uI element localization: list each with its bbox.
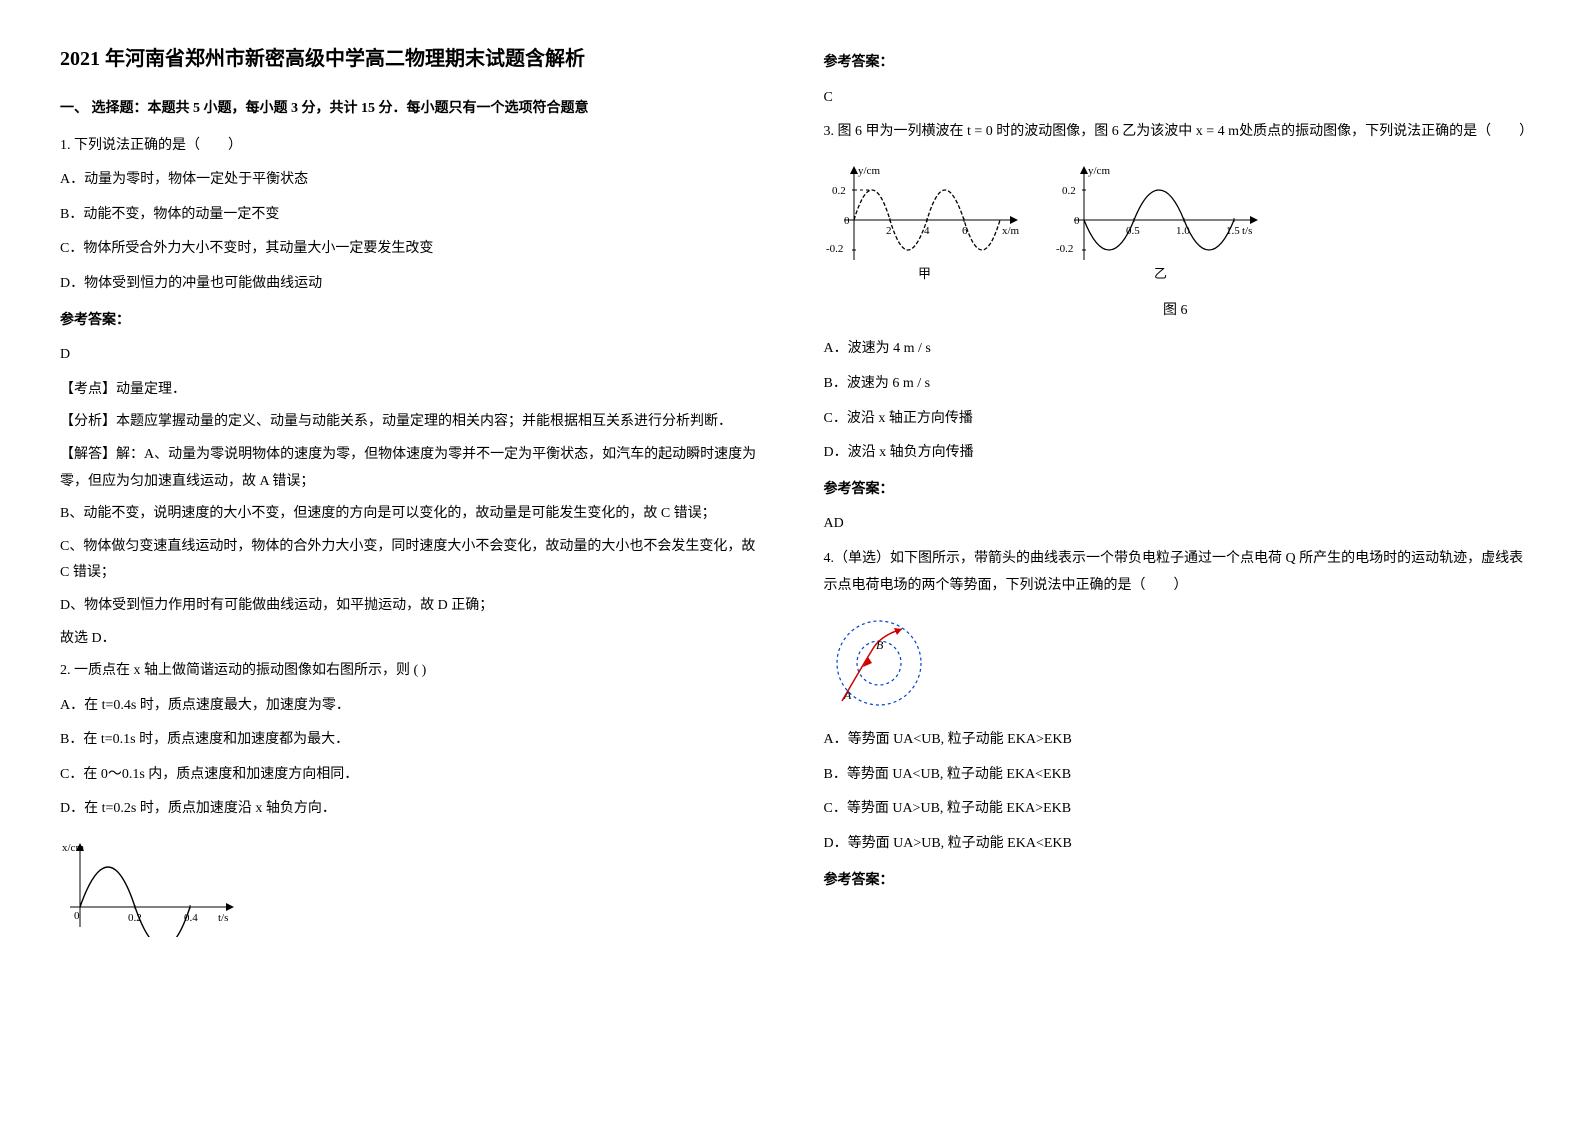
q3-left-sublabel: 甲 [918, 266, 931, 281]
q4-stem: 4.（单选）如下图所示，带箭头的曲线表示一个带负电粒子通过一个点电荷 Q 所产生… [824, 546, 1528, 599]
q2-stem: 2. 一质点在 x 轴上做简谐运动的振动图像如右图所示，则 ( ) [60, 658, 764, 685]
q3-right-xtick-1: 0.5 [1126, 225, 1140, 237]
q3-left-ytick-3: -0.2 [826, 243, 843, 255]
q4-option-c: C．等势面 UA>UB, 粒子动能 EKA>EKB [824, 796, 1528, 823]
q1-option-c: C．物体所受合外力大小不变时，其动量大小一定要发生改变 [60, 236, 764, 263]
section-1-heading: 一、 选择题：本题共 5 小题，每小题 3 分，共计 15 分．每小题只有一个选… [60, 96, 764, 123]
q2-chart-svg: x/cm t/s 0 0.2 0.4 [60, 837, 240, 937]
q2-option-c: C．在 0～0.1s 内，质点速度和加速度方向相同． [60, 762, 764, 789]
q3-right-ytick-1: 0.2 [1062, 185, 1076, 197]
q2-option-d: D．在 t=0.2s 时，质点加速度沿 x 轴负方向． [60, 796, 764, 823]
q3-left-ylabel: y/cm [858, 165, 880, 177]
q4-label-b: B [876, 638, 884, 652]
q3-right-ytick-3: -0.2 [1056, 243, 1073, 255]
q3-right-xtick-3: 1.5 [1226, 225, 1240, 237]
q3-right-ylabel: y/cm [1088, 165, 1110, 177]
q4-answer-label: 参考答案： [824, 868, 1528, 895]
q3-left-xtick-1: 2 [886, 225, 892, 237]
q3-option-d: D．波沿 x 轴负方向传播 [824, 440, 1528, 467]
q1-jieda-1: 【解答】解：A、动量为零说明物体的速度为零，但物体速度为零并不一定为平衡状态，如… [60, 442, 764, 495]
document-title: 2021 年河南省郑州市新密高级中学高二物理期末试题含解析 [60, 40, 764, 78]
q1-option-d: D．物体受到恒力的冲量也可能做曲线运动 [60, 271, 764, 298]
q3-answer: AD [824, 511, 1528, 538]
q1-jieda-3: C、物体做匀变速直线运动时，物体的合外力大小变，同时速度大小不会变化，故动量的大… [60, 534, 764, 587]
page-container: 2021 年河南省郑州市新密高级中学高二物理期末试题含解析 一、 选择题：本题共… [60, 40, 1527, 951]
q2-chart-x-label: t/s [218, 912, 228, 924]
q1-answer: D [60, 342, 764, 369]
q3-figure-label: 图 6 [824, 298, 1528, 325]
q2-chart-curve [80, 867, 190, 937]
q4-label-a: A [843, 688, 852, 702]
q2-answer-label: 参考答案： [824, 50, 1528, 77]
q4-figure: A B [824, 613, 1528, 713]
left-column: 2021 年河南省郑州市新密高级中学高二物理期末试题含解析 一、 选择题：本题共… [60, 40, 764, 951]
q3-chart-left: y/cm x/m 0.2 0 -0.2 2 4 6 [824, 160, 1024, 290]
q1-kaodian: 【考点】动量定理． [60, 377, 764, 404]
q2-chart-y-label: x/cm [62, 842, 84, 854]
q3-option-a: A．波速为 4 m / s [824, 336, 1528, 363]
q4-option-a: A．等势面 UA<UB, 粒子动能 EKA>EKB [824, 727, 1528, 754]
q3-left-xlabel: x/m [1002, 225, 1020, 237]
q3-chart-right: y/cm t/s 0.2 0 -0.2 0.5 1.0 1.5 乙 [1054, 160, 1264, 290]
q3-right-sublabel: 乙 [1154, 266, 1167, 281]
q1-answer-label: 参考答案： [60, 308, 764, 335]
q3-answer-label: 参考答案： [824, 477, 1528, 504]
q1-option-a: A．动量为零时，物体一定处于平衡状态 [60, 167, 764, 194]
q4-option-d: D．等势面 UA>UB, 粒子动能 EKA<EKB [824, 831, 1528, 858]
q3-option-b: B．波速为 6 m / s [824, 371, 1528, 398]
q3-option-c: C．波沿 x 轴正方向传播 [824, 406, 1528, 433]
q3-stem: 3. 图 6 甲为一列横波在 t = 0 时的波动图像，图 6 乙为该波中 x … [824, 119, 1528, 146]
right-column: 参考答案： C 3. 图 6 甲为一列横波在 t = 0 时的波动图像，图 6 … [824, 40, 1528, 951]
q3-figure-row: y/cm x/m 0.2 0 -0.2 2 4 6 [824, 160, 1528, 290]
q2-chart-origin: 0 [74, 910, 80, 922]
q1-jieda-2: B、动能不变，说明速度的大小不变，但速度的方向是可以变化的，故动量是可能发生变化… [60, 501, 764, 528]
q3-right-xlabel: t/s [1242, 225, 1252, 237]
q3-right-ytick-2: 0 [1074, 215, 1080, 227]
q2-answer: C [824, 85, 1528, 112]
q1-stem: 1. 下列说法正确的是（ ） [60, 133, 764, 160]
q4-option-b: B．等势面 UA<UB, 粒子动能 EKA<EKB [824, 762, 1528, 789]
q2-option-a: A．在 t=0.4s 时，质点速度最大，加速度为零． [60, 693, 764, 720]
q3-left-ytick-2: 0 [844, 215, 850, 227]
q2-chart: x/cm t/s 0 0.2 0.4 [60, 837, 764, 937]
q1-jieda-4: D、物体受到恒力作用时有可能做曲线运动，如平抛运动，故 D 正确； [60, 593, 764, 620]
q1-option-b: B．动能不变，物体的动量一定不变 [60, 202, 764, 229]
q3-right-xtick-2: 1.0 [1176, 225, 1190, 237]
q1-jieda-5: 故选 D． [60, 626, 764, 653]
q3-left-ytick-1: 0.2 [832, 185, 846, 197]
q2-option-b: B．在 t=0.1s 时，质点速度和加速度都为最大． [60, 727, 764, 754]
q1-fenxi: 【分析】本题应掌握动量的定义、动量与动能关系，动量定理的相关内容；并能根据相互关… [60, 409, 764, 436]
